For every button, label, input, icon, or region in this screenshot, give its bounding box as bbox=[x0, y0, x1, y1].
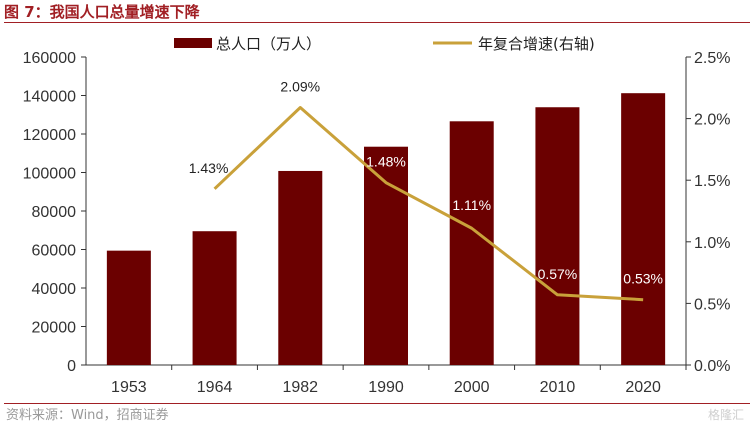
x-tick-label: 1964 bbox=[197, 379, 233, 396]
y-right-tick-label: 2.5% bbox=[694, 50, 730, 67]
y-right-tick-label: 0.0% bbox=[694, 358, 730, 375]
y-right-tick-label: 1.0% bbox=[694, 235, 730, 252]
legend-bar-label: 总人口（万人） bbox=[216, 35, 321, 53]
bar bbox=[621, 93, 666, 365]
legend-line-label: 年复合增速(右轴) bbox=[478, 35, 595, 53]
y-left-tick-label: 100000 bbox=[23, 166, 76, 183]
bar bbox=[106, 250, 151, 365]
y-left-tick-label: 160000 bbox=[23, 50, 76, 67]
line-data-label: 0.57% bbox=[538, 266, 578, 282]
bar bbox=[364, 146, 408, 365]
y-left-tick-label: 60000 bbox=[32, 243, 77, 260]
legend-bar-swatch bbox=[174, 38, 212, 48]
y-left-tick-label: 140000 bbox=[23, 89, 76, 106]
chart-title: 图 7：我国人口总量增速下降 bbox=[4, 3, 200, 21]
line-data-label: 1.48% bbox=[366, 154, 406, 170]
y-left-tick-label: 80000 bbox=[32, 204, 77, 221]
source-bar: 资料来源：Wind，招商证券 格隆汇 bbox=[4, 403, 750, 426]
y-left-tick-label: 0 bbox=[67, 358, 76, 375]
line-data-label: 0.53% bbox=[623, 271, 663, 287]
y-left-tick-label: 20000 bbox=[32, 320, 77, 337]
y-left-tick-label: 40000 bbox=[32, 281, 77, 298]
y-right-tick-label: 1.5% bbox=[694, 173, 730, 190]
x-tick-label: 2010 bbox=[540, 379, 576, 396]
bar bbox=[192, 231, 237, 365]
y-right-tick-label: 0.5% bbox=[694, 296, 730, 313]
line-data-label: 2.09% bbox=[280, 79, 320, 95]
y-right-tick-label: 2.0% bbox=[694, 112, 730, 129]
watermark-text: 格隆汇 bbox=[707, 408, 744, 422]
growth-line bbox=[213, 106, 644, 302]
bar bbox=[535, 107, 580, 366]
x-tick-label: 2020 bbox=[625, 379, 661, 396]
title-bar: 图 7：我国人口总量增速下降 bbox=[4, 2, 750, 23]
bar bbox=[449, 121, 494, 365]
line-data-label: 1.43% bbox=[189, 160, 229, 176]
bar bbox=[278, 170, 323, 365]
line-data-label: 1.11% bbox=[452, 197, 491, 213]
x-tick-label: 1990 bbox=[368, 379, 404, 396]
x-tick-label: 2000 bbox=[454, 379, 490, 396]
source-text: 资料来源：Wind，招商证券 bbox=[6, 408, 169, 423]
x-tick-label: 1982 bbox=[282, 379, 318, 396]
x-tick-label: 1953 bbox=[111, 379, 147, 396]
y-left-tick-label: 120000 bbox=[23, 127, 76, 144]
